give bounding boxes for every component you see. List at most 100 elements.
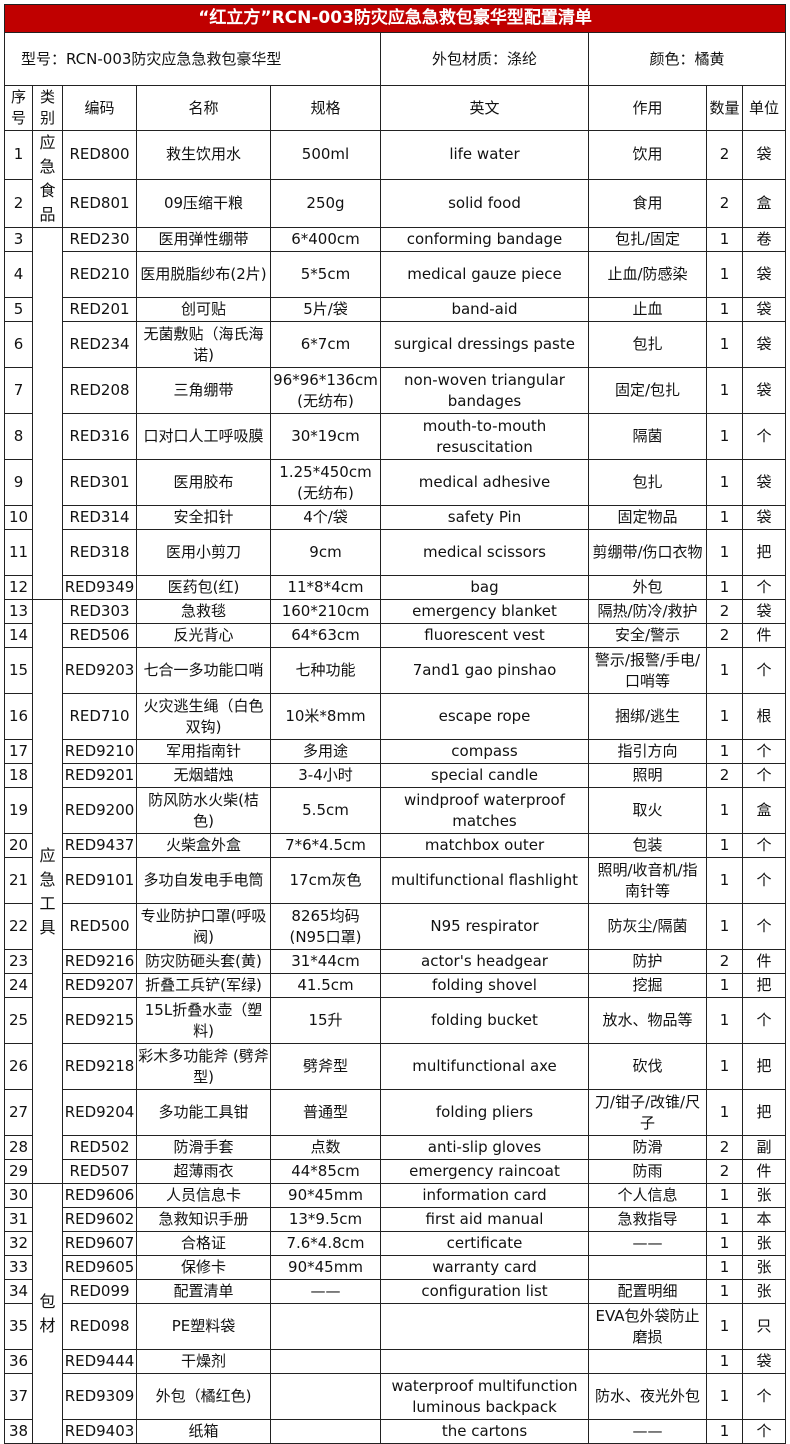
cell-english: medical adhesive [380,459,589,506]
cell-name: 外包（橘红色) [136,1373,271,1420]
cell-english: multifunctional flashlight [380,857,589,904]
cell-purpose: 食用 [588,178,707,228]
cell-quantity: 1 [706,505,743,530]
table-row: 26 RED9218 彩木多功能斧 (劈斧型) 劈斧型 multifunctional … [4,1043,787,1090]
cell-name: 合格证 [136,1231,271,1256]
cell-purpose: 砍伐 [588,1043,707,1090]
table-row: 3 RED230 医用弹性绷带 6*400cm conforming bandage 包扎… [4,227,787,600]
cell-english: N95 respirator [380,903,589,950]
cell-no: 33 [4,1255,33,1280]
category-label: 应急工具 [39,845,56,937]
cell-code: RED507 [62,1159,137,1184]
color-info: 颜色：橘黄 [587,32,787,86]
cell-quantity: 1 [706,1183,743,1208]
cell-code: RED500 [62,903,137,950]
category-cell: 应急工具 [32,599,63,1184]
table-row: 20 RED9437 火柴盒外盒 7*6*4.5cm matchbox outer 包装 1… [4,833,787,858]
material-info: 外包材质：涤纶 [380,32,589,86]
cell-no: 3 [4,227,33,252]
cell-english: configuration list [380,1279,589,1304]
cell-quantity: 1 [706,787,743,834]
cell-unit: 卷 [741,227,787,252]
cell-no: 8 [4,413,33,460]
cell-purpose: 照明/收音机/指南针等 [588,857,707,904]
cell-english: life water [380,130,589,180]
cell-spec: 4个/袋 [270,505,381,530]
cell-english: 7and1 gao pinshao [380,647,589,694]
cell-unit: 袋 [741,321,787,368]
cell-spec: 5片/袋 [270,297,381,322]
config-list-document: “红立方”RCN-003防灾应急急救包豪华型配置清单 型号：RCN-003防灾应… [3,4,787,1444]
cell-spec: 5.5cm [270,787,381,834]
category-cell: 应急食品 [32,130,63,228]
cell-code: RED234 [62,321,137,368]
cell-quantity: 1 [706,693,743,740]
cell-unit: 个 [741,739,787,764]
cell-no: 26 [4,1043,33,1090]
table-row: 25 RED9215 15L折叠水壶（塑料) 15升 folding bucket 放水、… [4,997,787,1044]
cell-quantity: 1 [706,973,743,998]
cell-code: RED710 [62,693,137,740]
cell-spec: 7.6*4.8cm [270,1231,381,1256]
cell-quantity: 1 [706,529,743,576]
header-english: 英文 [380,85,589,131]
cell-quantity: 2 [706,1135,743,1160]
cell-english: band-aid [380,297,589,322]
table-row: 15 RED9203 七合一多功能口哨 七种功能 7and1 gao pinshao 警示… [4,647,787,694]
cell-name: 配置清单 [136,1279,271,1304]
cell-english: emergency raincoat [380,1159,589,1184]
table-row: 14 RED506 反光背心 64*63cm fluorescent vest 安全/警示… [4,623,787,648]
cell-purpose: 止血/防感染 [588,251,707,298]
cell-spec: 31*44cm [270,949,381,974]
cell-spec: 6*7cm [270,321,381,368]
cell-quantity: 1 [706,367,743,414]
cell-name: PE塑料袋 [136,1303,271,1350]
cell-english [380,1349,589,1374]
cell-purpose: 个人信息 [588,1183,707,1208]
cell-english: folding shovel [380,973,589,998]
cell-quantity: 1 [706,459,743,506]
cell-english: warranty card [380,1255,589,1280]
table-row: 12 RED9349 医药包(红) 11*8*4cm bag 外包 1 个 [4,575,787,600]
cell-purpose: —— [588,1419,707,1444]
cell-name: 折叠工兵铲(军绿) [136,973,271,998]
cell-purpose: 固定物品 [588,505,707,530]
cell-unit: 张 [741,1231,787,1256]
cell-code: RED9207 [62,973,137,998]
cell-unit: 个 [741,997,787,1044]
table-row: 34 RED099 配置清单 —— configuration list 配置明细 1 张 [4,1279,787,1304]
cell-english: information card [380,1183,589,1208]
cell-no: 1 [4,130,33,180]
cell-unit: 个 [741,413,787,460]
cell-unit: 袋 [741,505,787,530]
cell-english: folding pliers [380,1089,589,1136]
cell-no: 10 [4,505,33,530]
table-row: 22 RED500 专业防护口罩(呼吸阀) 8265均码 (N95口罩) N95 res… [4,903,787,950]
cell-code: RED314 [62,505,137,530]
cell-unit: 件 [741,949,787,974]
cell-english [380,1303,589,1350]
cell-quantity: 1 [706,1089,743,1136]
cell-code: RED800 [62,130,137,180]
cell-purpose: 防水、夜光外包 [588,1373,707,1420]
cell-spec: 点数 [270,1135,381,1160]
table-row: 21 RED9101 多功自发电手电筒 17cm灰色 multifunctional f… [4,857,787,904]
cell-purpose: —— [588,1231,707,1256]
cell-purpose: 防护 [588,949,707,974]
cell-code: RED502 [62,1135,137,1160]
cell-unit: 个 [741,1419,787,1444]
cell-name: 创可贴 [136,297,271,322]
cell-quantity: 2 [706,763,743,788]
cell-quantity: 1 [706,575,743,600]
cell-quantity: 2 [706,599,743,624]
cell-unit: 袋 [741,459,787,506]
cell-no: 11 [4,529,33,576]
cell-spec: 96*96*136cm (无纺布) [270,367,381,414]
cell-unit: 张 [741,1279,787,1304]
cell-spec: 90*45mm [270,1183,381,1208]
cell-name: 09压缩干粮 [136,178,271,228]
cell-purpose: 隔热/防冷/救护 [588,599,707,624]
cell-unit: 把 [741,973,787,998]
cell-english: mouth-to-mouth resuscitation [380,413,589,460]
cell-name: 医用脱脂纱布(2片) [136,251,271,298]
